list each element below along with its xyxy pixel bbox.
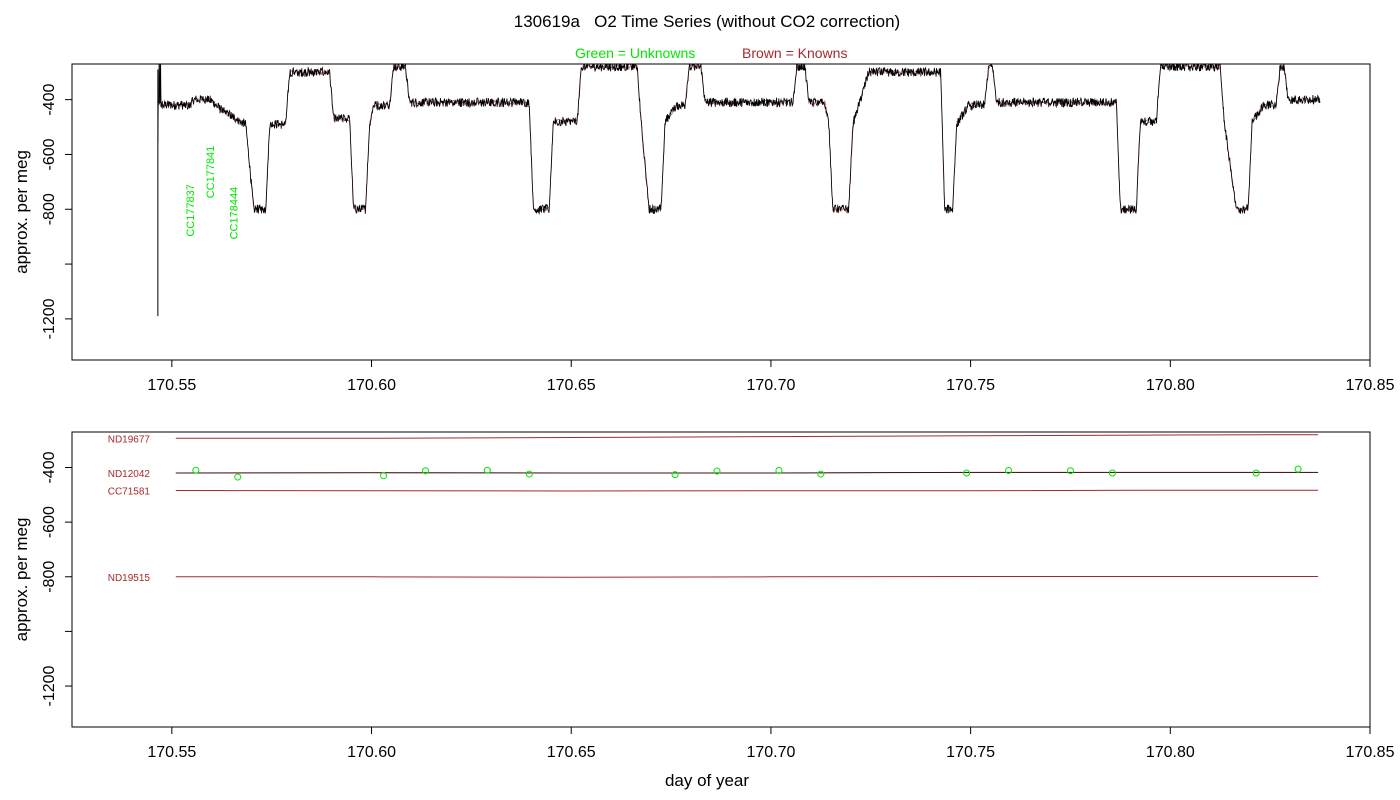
top-panel: 170.55 170.60 170.65 170.70 170.75 170.80 170.… <box>12 63 1395 394</box>
y-tick-label-bottom: -400 <box>41 451 58 483</box>
unknown-point <box>192 466 200 474</box>
reference-label: ND19677 <box>108 434 151 445</box>
unknown-point <box>817 470 825 478</box>
unknown-point <box>1108 469 1116 477</box>
reference-line <box>175 489 1319 492</box>
plot-frame-bottom <box>71 431 1371 728</box>
unknown-point <box>713 467 721 475</box>
y-tick-label-top: -600 <box>41 138 58 170</box>
unknown-point <box>483 466 491 474</box>
sample-annotation: CC177837 <box>185 184 197 237</box>
x-tick-label-top: 170.80 <box>1146 377 1195 394</box>
known-trace-line <box>157 64 1321 213</box>
reference-label: ND19515 <box>108 573 151 584</box>
reference-line <box>175 434 1319 439</box>
legend-unknowns: Green = Unknowns <box>575 45 696 61</box>
x-tick-label-top: 170.75 <box>946 377 995 394</box>
unknown-point <box>963 469 971 477</box>
x-axis-title: day of year <box>665 771 749 790</box>
unknown-point <box>1252 469 1260 477</box>
x-tick-label-bottom: 170.55 <box>147 744 196 761</box>
plot-area-top <box>157 64 1321 317</box>
unknown-point <box>421 467 429 475</box>
x-tick-label-bottom: 170.85 <box>1346 744 1395 761</box>
x-tick-label-top: 170.55 <box>147 377 196 394</box>
reference-label: ND12042 <box>108 469 151 480</box>
unknown-point <box>380 472 388 480</box>
unknown-point <box>1005 467 1013 475</box>
y-axis-title-top: approx. per meg <box>12 150 31 274</box>
chart-title: 130619a O2 Time Series (without CO2 corr… <box>513 12 901 31</box>
y-axis-title-bottom: approx. per meg <box>12 518 31 642</box>
bottom-panel: 170.55 170.60 170.65 170.70 170.75 170.80 170.… <box>12 431 1395 761</box>
reference-label: CC71581 <box>108 486 151 497</box>
x-tick-label-bottom: 170.70 <box>746 744 795 761</box>
reference-line-overlay <box>175 472 1319 474</box>
x-tick-label-bottom: 170.75 <box>946 744 995 761</box>
x-tick-label-bottom: 170.60 <box>347 744 396 761</box>
unknown-point <box>671 471 679 479</box>
o2-trace-line <box>157 64 1321 215</box>
plot-area-bottom <box>175 434 1319 578</box>
plot-frame-top <box>71 63 1371 361</box>
y-tick-label-top: -800 <box>41 193 58 225</box>
unknown-point <box>775 467 783 475</box>
sample-annotation: CC178444 <box>229 187 241 240</box>
y-tick-label-bottom: -1200 <box>41 665 58 706</box>
legend-knowns: Brown = Knowns <box>742 45 848 61</box>
x-tick-label-top: 170.65 <box>547 377 596 394</box>
x-tick-label-top: 170.70 <box>746 377 795 394</box>
x-tick-label-top: 170.85 <box>1346 377 1395 394</box>
sample-annotation: CC177841 <box>205 146 217 199</box>
x-tick-label-bottom: 170.80 <box>1146 744 1195 761</box>
unknown-point <box>1066 467 1074 475</box>
y-tick-label-bottom: -800 <box>41 561 58 593</box>
x-tick-label-top: 170.60 <box>347 377 396 394</box>
x-tick-label-bottom: 170.65 <box>547 744 596 761</box>
unknown-point <box>1294 465 1302 473</box>
y-tick-label-top: -1200 <box>41 298 58 339</box>
reference-line <box>175 576 1319 578</box>
y-tick-label-top: -400 <box>41 84 58 116</box>
y-tick-label-bottom: -600 <box>41 506 58 538</box>
unknown-point <box>234 473 242 481</box>
unknown-point <box>525 470 533 478</box>
